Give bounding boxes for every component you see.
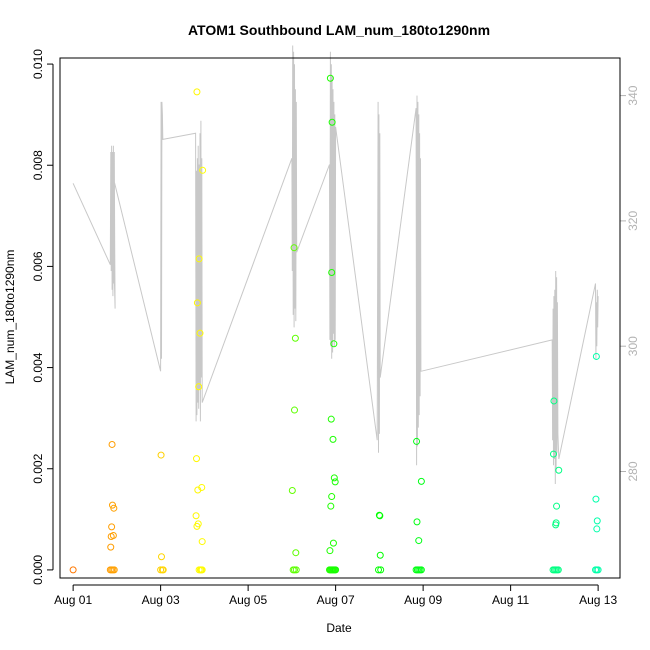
scatter-point — [327, 415, 335, 423]
scatter-point — [158, 553, 165, 561]
y2-tick-label: 340 — [626, 85, 640, 105]
scatter-point — [328, 118, 336, 126]
x-tick-label: Aug 05 — [229, 593, 267, 607]
x-tick-label: Aug 11 — [492, 593, 529, 607]
scatter-point — [552, 521, 560, 529]
scatter-point — [594, 566, 602, 574]
secondary-line-series — [72, 45, 599, 485]
scatter-point — [195, 383, 203, 391]
scatter-point — [332, 566, 340, 574]
scatter-point — [550, 397, 558, 405]
scatter-point — [415, 537, 423, 545]
scatter-point — [157, 451, 165, 459]
y-tick-label: 0.004 — [31, 352, 45, 382]
scatter-point — [198, 538, 206, 546]
scatter-point — [192, 512, 200, 520]
scatter-point — [194, 486, 202, 494]
y-tick-label: 0.000 — [31, 555, 45, 585]
scatter-point — [110, 504, 118, 512]
scatter-point — [330, 340, 338, 348]
scatter-point — [328, 268, 336, 276]
scatter-point — [555, 466, 563, 474]
scatter-point — [291, 334, 299, 342]
scatter-point — [592, 495, 600, 503]
scatter-point-layer — [69, 74, 602, 574]
scatter-point — [193, 522, 201, 530]
scatter-point — [413, 437, 421, 445]
y-tick-label: 0.008 — [31, 150, 45, 180]
scatter-point — [193, 455, 200, 463]
scatter-point — [376, 551, 384, 559]
y-tick-label: 0.010 — [31, 49, 45, 79]
scatter-point — [326, 547, 334, 555]
scatter-point — [417, 477, 425, 485]
scatter-point — [107, 533, 115, 541]
scatter-point — [107, 543, 115, 551]
scatter-point — [159, 566, 167, 574]
axis-layer: Aug 01 Aug 03 Aug 05 Aug 07 Aug 09 Aug 11 Aug … — [31, 49, 640, 607]
scatter-point — [329, 539, 337, 547]
scatter-point — [413, 518, 421, 526]
x-axis-label: Date — [326, 621, 352, 635]
plot-frame — [59, 57, 621, 579]
scatter-point — [193, 299, 201, 307]
scatter-point — [550, 450, 557, 458]
x-tick-label: Aug 01 — [54, 593, 92, 607]
scatter-point — [290, 244, 298, 252]
scatter-point — [108, 523, 116, 531]
scatter-point — [375, 566, 382, 574]
y-tick-label: 0.006 — [31, 251, 45, 281]
scatter-point — [328, 493, 336, 501]
scatter-point — [198, 566, 206, 574]
y-axis-label: LAM_num_180to1290nm — [3, 250, 17, 385]
x-tick-label: Aug 13 — [579, 593, 617, 607]
scatter-point — [199, 166, 207, 174]
scatter-point — [377, 566, 385, 574]
secondary-line-layer — [72, 45, 599, 485]
scatter-point — [553, 502, 561, 510]
scatter-point — [292, 566, 300, 574]
y2-tick-label: 320 — [626, 211, 640, 231]
scatter-point — [329, 435, 337, 443]
scatter-point — [291, 406, 298, 414]
scatter-point — [376, 512, 384, 520]
scatter-point — [592, 352, 600, 360]
scatter-point — [193, 88, 201, 96]
scatter-point — [593, 517, 601, 525]
y-tick-label: 0.002 — [31, 453, 45, 483]
scatter-point — [326, 74, 334, 82]
chart-title: ATOM1 Southbound LAM_num_180to1290nm — [188, 22, 490, 38]
scatter-point — [69, 566, 77, 574]
x-tick-label: Aug 07 — [317, 593, 355, 607]
scatter-point — [593, 525, 601, 533]
scatter-point — [327, 502, 335, 510]
scatter-point — [195, 255, 203, 263]
y2-tick-label: 300 — [626, 336, 640, 356]
scatter-point — [292, 549, 300, 557]
scatter-point — [330, 474, 338, 482]
scatter-point — [110, 566, 118, 574]
scatter-point — [417, 566, 425, 574]
y2-tick-label: 280 — [626, 461, 640, 481]
scatter-point — [288, 486, 296, 494]
x-tick-label: Aug 03 — [142, 593, 180, 607]
scatter-point — [331, 478, 339, 486]
scatter-point — [554, 566, 562, 574]
scatter-point — [196, 329, 204, 337]
x-tick-label: Aug 09 — [404, 593, 442, 607]
scatter-point — [108, 440, 116, 448]
